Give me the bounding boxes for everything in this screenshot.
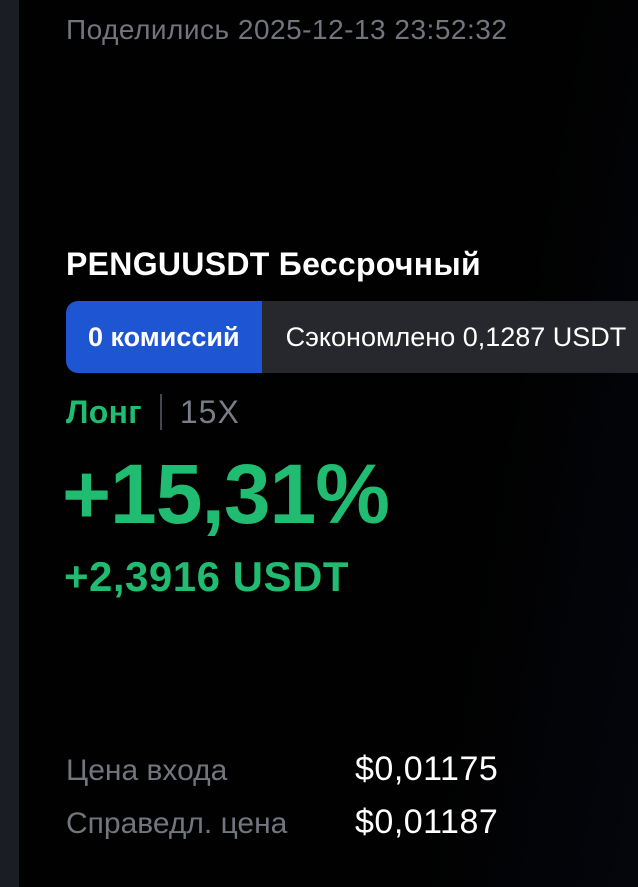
pnl-amount: +2,3916 USDT: [64, 553, 349, 600]
mark-price-value: $0,01187: [355, 803, 499, 841]
fee-badge: 0 комиссий Сэкономлено 0,1287 USDT: [66, 301, 638, 373]
share-timestamp: Поделились 2025-12-13 23:52:32: [66, 14, 508, 45]
zero-fee-badge: 0 комиссий: [66, 301, 262, 373]
side-long-label: Лонг: [66, 393, 142, 430]
saved-fees-badge: Сэкономлено 0,1287 USDT: [261, 301, 638, 373]
left-edge-strip: [0, 0, 19, 887]
mark-price-label: Справедл. цена: [66, 807, 288, 840]
contract-title: PENGUUSDT Бессрочный: [66, 246, 481, 282]
entry-price-label: Цена входа: [66, 754, 228, 787]
pnl-percent: +15,31%: [62, 447, 390, 541]
side-leverage-divider: [159, 394, 162, 430]
position-side-row: Лонг 15X: [66, 390, 240, 434]
entry-price-row: Цена входа $0,01175: [66, 750, 606, 789]
mark-price-row: Справедл. цена $0,01187: [66, 803, 606, 842]
entry-price-value: $0,01175: [355, 750, 499, 788]
leverage-label: 15X: [179, 393, 240, 430]
